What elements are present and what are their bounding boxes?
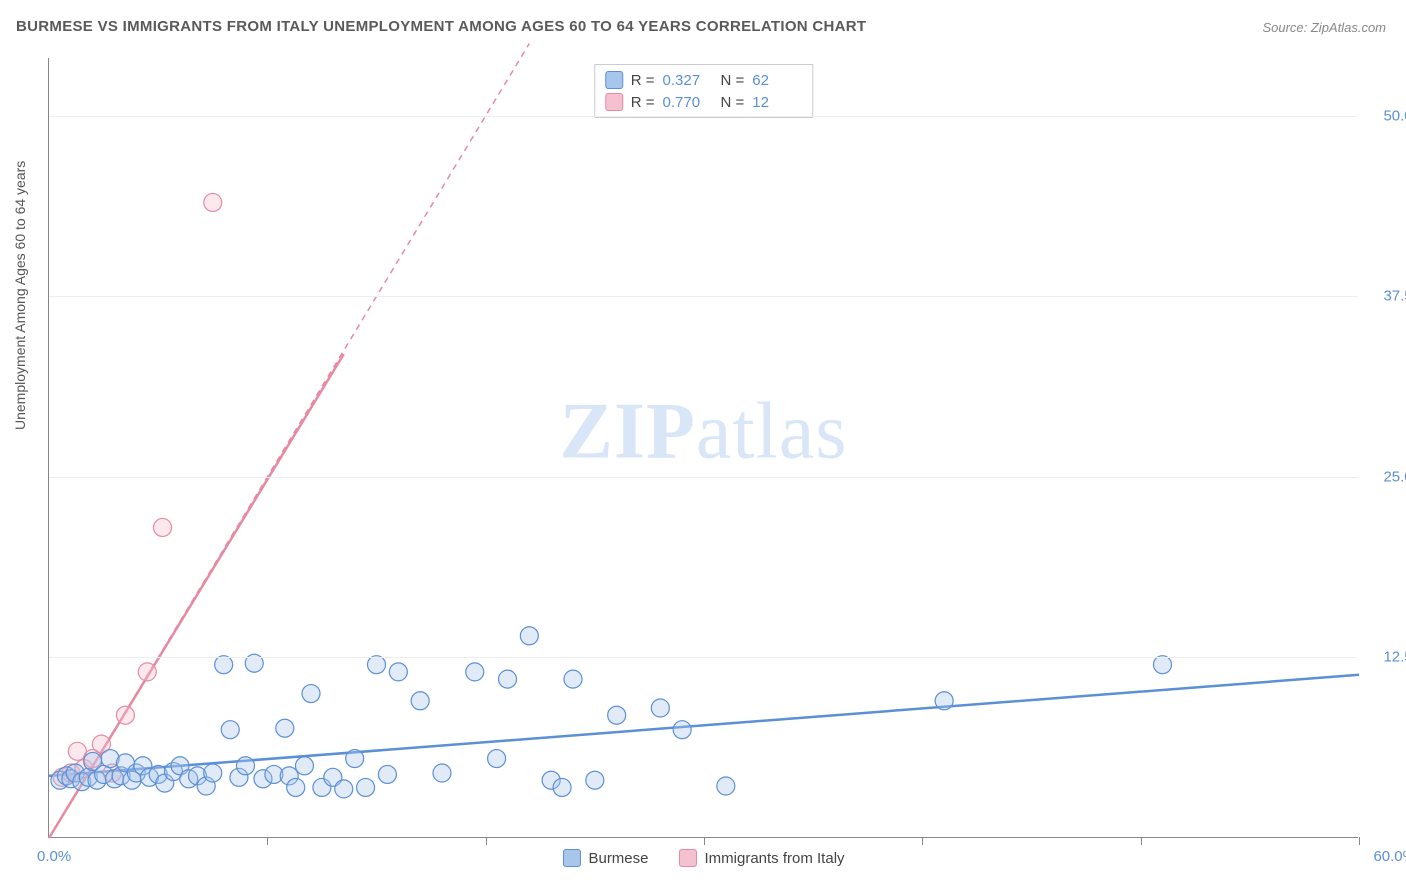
series-legend: Burmese Immigrants from Italy (562, 849, 844, 867)
data-point (154, 518, 172, 536)
data-point (335, 780, 353, 798)
swatch-italy (679, 849, 697, 867)
data-point (433, 764, 451, 782)
legend-item-italy: Immigrants from Italy (679, 849, 845, 867)
xtick (267, 837, 268, 845)
data-point (651, 699, 669, 717)
gridline-h (49, 657, 1358, 658)
data-point (204, 193, 222, 211)
gridline-h (49, 116, 1358, 117)
xtick (486, 837, 487, 845)
data-point (346, 750, 364, 768)
source-attribution: Source: ZipAtlas.com (1262, 20, 1386, 35)
gridline-h (49, 477, 1358, 478)
gridline-h (49, 296, 1358, 297)
data-point (499, 670, 517, 688)
y-axis-label: Unemployment Among Ages 60 to 64 years (12, 161, 28, 430)
data-point (466, 663, 484, 681)
x-origin-label: 0.0% (37, 848, 71, 865)
ytick-label: 37.5% (1383, 288, 1406, 305)
data-point (389, 663, 407, 681)
legend-label-italy: Immigrants from Italy (705, 850, 845, 867)
data-point (608, 706, 626, 724)
swatch-burmese (562, 849, 580, 867)
data-point (116, 706, 134, 724)
ytick-label: 12.5% (1383, 649, 1406, 666)
xtick (1141, 837, 1142, 845)
ytick-label: 50.0% (1383, 107, 1406, 124)
data-point (564, 670, 582, 688)
data-point (717, 777, 735, 795)
data-point (673, 721, 691, 739)
data-point (357, 778, 375, 796)
data-point (138, 663, 156, 681)
data-point (237, 757, 255, 775)
data-point (302, 685, 320, 703)
plot-svg (49, 58, 1358, 837)
data-point (287, 778, 305, 796)
data-point (488, 750, 506, 768)
x-max-label: 60.0% (1373, 848, 1406, 865)
data-point (276, 719, 294, 737)
xtick (704, 837, 705, 845)
ytick-label: 25.0% (1383, 468, 1406, 485)
legend-label-burmese: Burmese (588, 850, 648, 867)
xtick (922, 837, 923, 845)
data-point (553, 778, 571, 796)
data-point (378, 765, 396, 783)
data-point (935, 692, 953, 710)
data-point (520, 627, 538, 645)
chart-title: BURMESE VS IMMIGRANTS FROM ITALY UNEMPLO… (16, 18, 866, 35)
legend-item-burmese: Burmese (562, 849, 648, 867)
xtick (1359, 837, 1360, 845)
data-point (221, 721, 239, 739)
data-point (411, 692, 429, 710)
data-point (586, 771, 604, 789)
data-point (295, 757, 313, 775)
plot-area: ZIPatlas R = 0.327 N = 62 R = 0.770 N = … (48, 58, 1358, 838)
data-point (204, 764, 222, 782)
